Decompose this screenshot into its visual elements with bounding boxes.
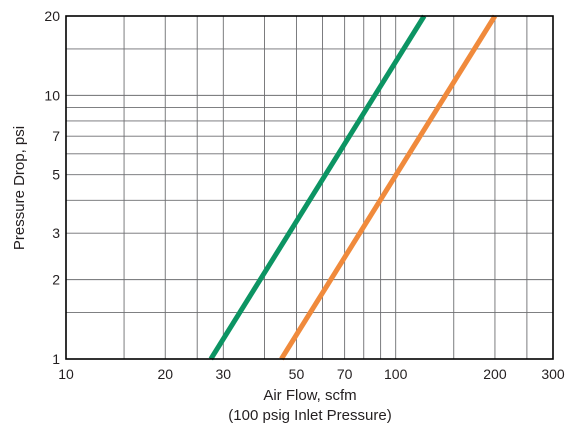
y-tick-label: 5 xyxy=(52,167,60,183)
y-axis-title: Pressure Drop, psi xyxy=(11,126,28,250)
y-tick-label: 3 xyxy=(52,225,60,241)
x-tick-label: 200 xyxy=(483,366,507,382)
x-axis-title: Air Flow, scfm xyxy=(263,387,356,404)
x-tick-label: 300 xyxy=(541,366,565,382)
y-tick-label: 10 xyxy=(44,87,60,103)
y-tick-label: 7 xyxy=(52,128,60,144)
series-line-2 xyxy=(279,14,498,361)
x-tick-label: 10 xyxy=(58,366,74,382)
series-layer xyxy=(208,14,498,361)
x-tick-label: 20 xyxy=(157,366,173,382)
y-tick-label: 1 xyxy=(52,351,60,367)
series-line-1 xyxy=(208,14,427,361)
x-tick-label: 70 xyxy=(337,366,353,382)
x-tick-label: 100 xyxy=(384,366,408,382)
y-tick-label: 20 xyxy=(44,8,60,24)
x-tick-label: 30 xyxy=(216,366,232,382)
tick-label-layer: 10 20 30 50 70 100 200 300 1 2 3 5 7 10 20 xyxy=(44,8,564,382)
plot-frame xyxy=(65,15,554,360)
x-tick-label: 50 xyxy=(289,366,305,382)
y-tick-label: 2 xyxy=(52,272,60,288)
grid-layer xyxy=(66,16,553,359)
x-axis-subtitle: (100 psig Inlet Pressure) xyxy=(228,407,391,424)
